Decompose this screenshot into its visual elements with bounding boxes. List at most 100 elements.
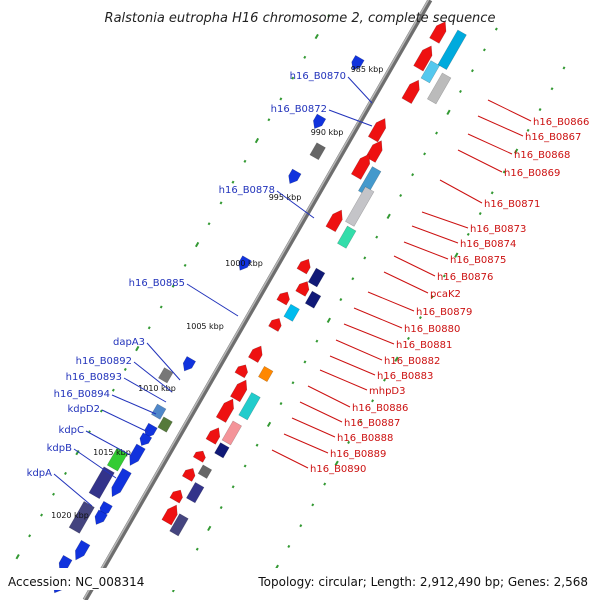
gene-feature [238, 255, 252, 271]
gene-feature [268, 318, 282, 332]
label-leader [439, 179, 483, 204]
gene-label-right[interactable]: h16_B0867 [525, 132, 581, 143]
gene-label-right[interactable]: h16_B0880 [404, 324, 460, 335]
gene-feature [313, 113, 327, 130]
gene-label-right[interactable]: h16_B0873 [470, 224, 526, 235]
gene-label-right[interactable]: h16_B0871 [484, 199, 540, 210]
gc-dot [323, 482, 327, 486]
tick-label: 995 kbp [269, 193, 302, 202]
gene-feature [214, 442, 230, 459]
gene-feature [144, 422, 158, 439]
gene-feature [345, 186, 375, 227]
gene-label-left[interactable]: h16_B0885 [129, 278, 185, 289]
gene-label-right[interactable]: h16_B0889 [330, 449, 386, 460]
gene-label-right[interactable]: h16_B0868 [514, 150, 570, 161]
gene-label-left[interactable]: kdpD2 [67, 404, 100, 415]
label-leader [111, 394, 157, 415]
gene-feature [139, 432, 153, 446]
gene-label-right[interactable]: h16_B0874 [460, 239, 516, 250]
gc-dot [351, 277, 355, 281]
gene-feature [437, 29, 467, 70]
gc-dot [195, 547, 199, 551]
gene-label-left[interactable]: kdpB [47, 443, 72, 454]
gene-feature [192, 450, 206, 463]
backbone-line [82, 0, 433, 600]
gc-dot [171, 284, 175, 288]
gene-label-left[interactable]: h16_B0893 [66, 372, 122, 383]
gene-label-left[interactable]: h16_B0872 [271, 104, 327, 115]
map-title: Ralstonia eutropha H16 chromosome 2, com… [105, 11, 496, 26]
topology-text: Topology: circular; Length: 2,912,490 bp… [257, 575, 588, 589]
gene-label-right[interactable]: h16_B0875 [450, 255, 506, 266]
gene-feature [309, 142, 326, 161]
label-leader [383, 271, 429, 294]
gene-label-right[interactable]: mhpD3 [369, 386, 406, 397]
gc-dot [490, 191, 494, 195]
gene-label-left[interactable]: h16_B0870 [290, 71, 346, 82]
left-gene-labels: h16_B0870 h16_B0872 h16_B0878 h16_B0885 dapA… [27, 71, 373, 507]
gene-label-left[interactable]: dapA3 [113, 337, 145, 348]
gc-dot [502, 170, 506, 174]
gc-dot [394, 356, 399, 362]
gene-feature [129, 443, 146, 466]
gc-dot [243, 159, 247, 163]
gene-feature [413, 45, 433, 72]
gene-feature [337, 225, 357, 249]
right-gene-labels: h16_B0866 h16_B0867 h16_B0868 h16_B0869 h16_… [271, 99, 589, 475]
label-leader [477, 115, 524, 137]
gene-label-right[interactable]: h16_B0890 [310, 464, 366, 475]
gene-label-left[interactable]: h16_B0892 [76, 356, 132, 367]
gc-dot [478, 212, 482, 216]
tick-label: 985 kbp [351, 65, 384, 74]
gc-dot [326, 317, 331, 324]
label-leader [335, 339, 383, 361]
gene-label-left[interactable]: h16_B0878 [219, 185, 275, 196]
gene-feature [365, 140, 383, 163]
gc-dot [267, 118, 271, 122]
gc-dot [454, 252, 459, 258]
label-leader [146, 342, 181, 381]
gene-label-right[interactable]: h16_B0881 [396, 340, 452, 351]
gc-dot [207, 525, 212, 532]
label-leader [457, 149, 503, 173]
accession-text: Accession: NC_008314 [8, 575, 144, 589]
gene-feature [205, 427, 221, 445]
gene-label-right[interactable]: h16_B0886 [352, 403, 408, 414]
gc-dot [423, 152, 427, 156]
gene-features [32, 21, 467, 594]
gene-feature [283, 303, 300, 322]
gene-label-right[interactable]: h16_B0869 [504, 168, 560, 179]
gene-label-left[interactable]: kdpA [27, 468, 52, 479]
gc-dot [171, 589, 175, 593]
chromosome-backbone [82, 0, 433, 600]
gc-dot [231, 485, 235, 489]
label-leader [307, 385, 351, 408]
gc-dot [231, 180, 235, 184]
gene-label-right[interactable]: h16_B0887 [344, 418, 400, 429]
gc-dot [383, 378, 386, 382]
gene-feature [234, 364, 248, 379]
gene-feature [88, 466, 115, 500]
gene-label-right[interactable]: h16_B0866 [533, 117, 589, 128]
gene-label-right[interactable]: h16_B0876 [437, 272, 493, 283]
gene-label-right[interactable]: h16_B0888 [337, 433, 393, 444]
gc-dot [311, 503, 315, 507]
label-leader [123, 377, 167, 403]
gc-dot [135, 345, 140, 352]
gene-label-left[interactable]: kdpC [59, 425, 84, 436]
gene-label-right[interactable]: h16_B0879 [416, 307, 472, 318]
gc-dot [446, 109, 451, 115]
gene-label-right[interactable]: h16_B0883 [377, 371, 433, 382]
gene-label-right[interactable]: pcaK2 [430, 289, 461, 300]
gc-dot [430, 295, 434, 299]
tick-label: 1005 kbp [186, 322, 224, 331]
gene-label-left[interactable]: h16_B0894 [54, 389, 110, 400]
gc-dot [386, 213, 391, 219]
gc-dot [371, 399, 375, 403]
gene-feature [288, 168, 302, 185]
gc-dot [279, 97, 283, 101]
gene-label-right[interactable]: h16_B0882 [384, 356, 440, 367]
gene-feature [420, 60, 440, 84]
gc-dot [494, 27, 498, 31]
